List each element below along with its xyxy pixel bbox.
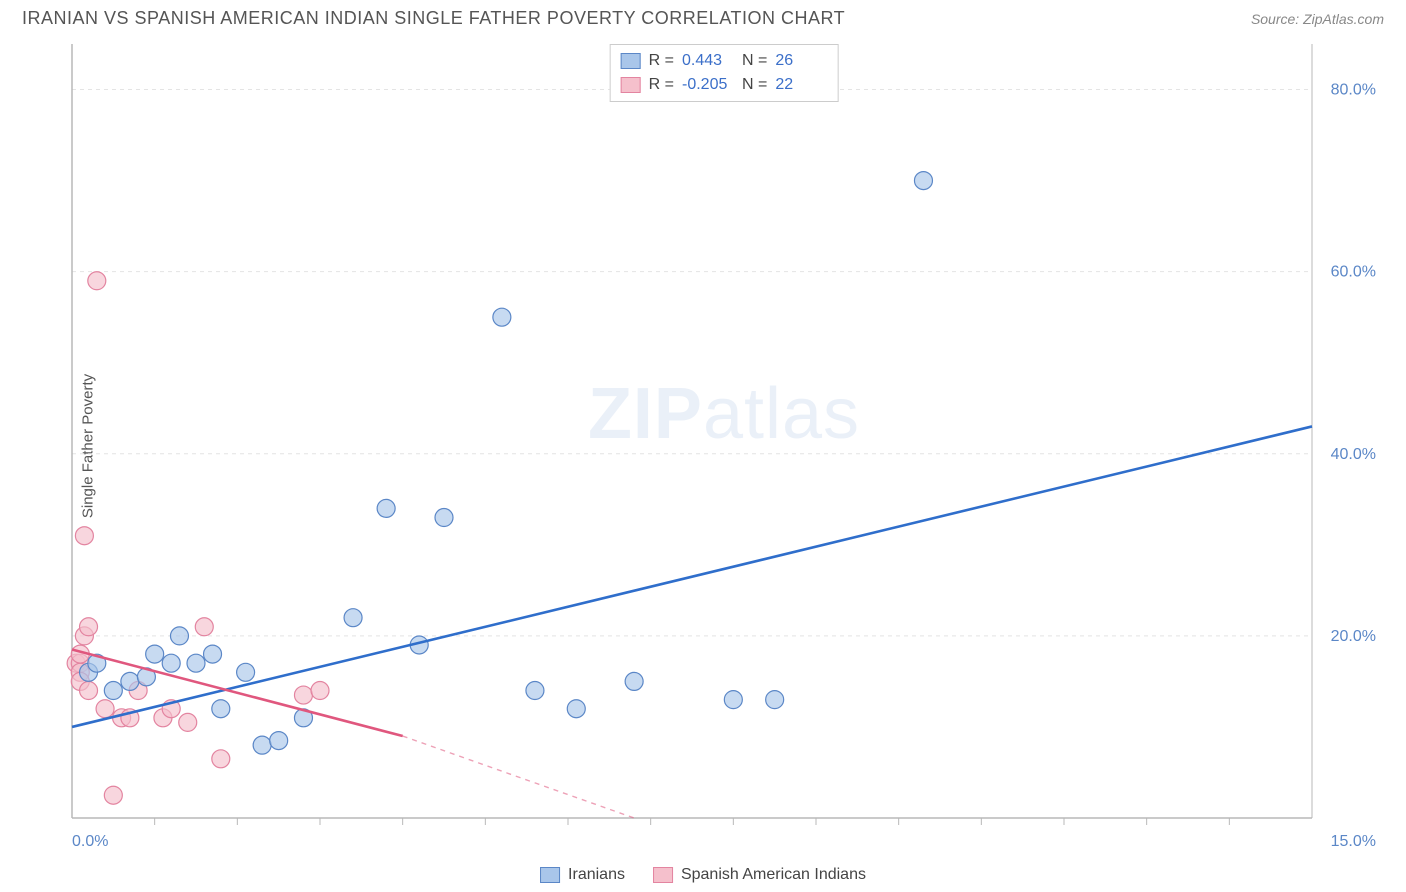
scatter-chart: 20.0% 40.0% 60.0% 80.0% 0.0% 15.0% — [64, 40, 1384, 852]
svg-text:15.0%: 15.0% — [1331, 833, 1376, 850]
swatch-spanish — [621, 77, 641, 93]
svg-text:0.0%: 0.0% — [72, 833, 108, 850]
svg-text:20.0%: 20.0% — [1331, 628, 1376, 645]
legend-row-iranians: R = 0.443 N = 26 — [621, 49, 828, 73]
stats-legend: R = 0.443 N = 26 R = -0.205 N = 22 — [610, 44, 839, 102]
svg-text:40.0%: 40.0% — [1331, 446, 1376, 463]
swatch-iranians — [621, 53, 641, 69]
chart-title: IRANIAN VS SPANISH AMERICAN INDIAN SINGL… — [22, 8, 845, 29]
legend-item-iranians: Iranians — [540, 866, 625, 884]
legend-item-spanish: Spanish American Indians — [653, 866, 866, 884]
swatch-spanish-icon — [653, 867, 673, 883]
svg-text:60.0%: 60.0% — [1331, 264, 1376, 281]
bottom-legend: Iranians Spanish American Indians — [540, 866, 866, 884]
swatch-iranians-icon — [540, 867, 560, 883]
source-attribution: Source: ZipAtlas.com — [1251, 11, 1384, 27]
legend-row-spanish: R = -0.205 N = 22 — [621, 73, 828, 97]
svg-text:80.0%: 80.0% — [1331, 82, 1376, 99]
